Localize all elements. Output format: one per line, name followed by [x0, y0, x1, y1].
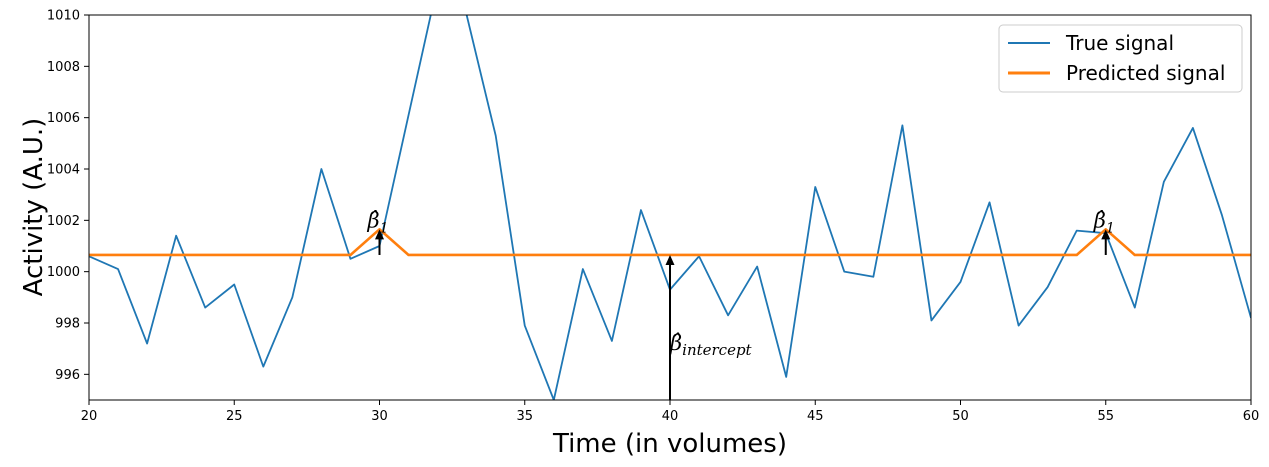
x-tick-label: 25	[226, 409, 243, 424]
x-tick-label: 60	[1243, 409, 1260, 424]
y-tick-label: 998	[55, 317, 80, 332]
legend-label-predicted-signal: Predicted signal	[1066, 61, 1225, 85]
y-axis-ticks: 996 998 1000 1002 1004 1006 1008 1010	[47, 9, 89, 383]
annotation-label: β̂1	[367, 208, 389, 236]
x-tick-label: 30	[371, 409, 388, 424]
series-line-1	[89, 228, 1251, 257]
beta-annotation-1: β̂intercept	[665, 254, 753, 400]
y-tick-label: 1004	[47, 163, 80, 178]
beta-annotation-0: β̂1	[367, 208, 389, 255]
y-tick-label: 1010	[47, 9, 80, 24]
x-tick-label: 45	[807, 409, 824, 424]
annotation-label: β̂1	[1093, 208, 1115, 236]
x-axis-label: Time (in volumes)	[552, 429, 787, 459]
x-tick-label: 40	[662, 409, 679, 424]
x-tick-label: 35	[516, 409, 533, 424]
x-tick-label: 50	[952, 409, 969, 424]
y-axis-label: Activity (A.U.)	[19, 118, 49, 297]
annotation-label: β̂intercept	[669, 331, 753, 359]
y-tick-label: 1002	[47, 214, 80, 229]
annotation-arrow-head	[665, 254, 675, 265]
annotation-arrow-head	[375, 229, 384, 240]
y-tick-label: 1000	[47, 265, 80, 280]
y-tick-label: 1006	[47, 111, 80, 126]
beta-annotation-2: β̂1	[1093, 208, 1115, 255]
legend-box	[998, 24, 1243, 93]
y-tick-label: 996	[55, 368, 80, 383]
legend: True signal Predicted signal	[998, 24, 1243, 93]
legend-label-true-signal: True signal	[1065, 31, 1174, 55]
annotation-arrow-head	[1101, 229, 1111, 240]
x-axis-ticks: 20 25 30 35 40 45 50 55 60	[81, 400, 1260, 424]
annotation-layer: β̂1 β̂intercept β̂1	[367, 208, 1115, 400]
x-tick-label: 20	[81, 409, 98, 424]
x-tick-label: 55	[1097, 409, 1114, 424]
y-tick-label: 1008	[47, 60, 80, 75]
